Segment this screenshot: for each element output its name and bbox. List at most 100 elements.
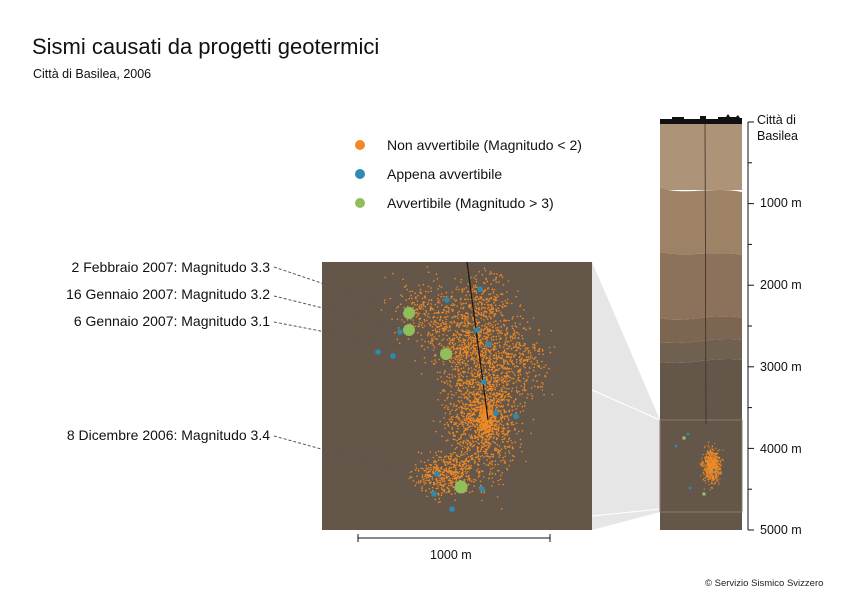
mini-seismic-dot bbox=[715, 475, 718, 477]
seismic-event-dot bbox=[516, 347, 518, 349]
seismic-event-dot bbox=[474, 284, 477, 287]
seismic-event-dot bbox=[541, 348, 544, 351]
seismic-event-dot bbox=[516, 432, 518, 435]
seismic-event-dot bbox=[485, 430, 488, 433]
mini-seismic-dot bbox=[719, 449, 721, 451]
seismic-event-dot bbox=[483, 456, 485, 458]
seismic-event-dot bbox=[452, 360, 455, 362]
seismic-event-dot bbox=[489, 310, 492, 313]
mini-seismic-dot bbox=[705, 453, 708, 455]
seismic-event-dot bbox=[456, 442, 459, 445]
seismic-event-dot bbox=[468, 409, 471, 412]
seismic-event-dot bbox=[471, 353, 474, 355]
mini-barely-felt bbox=[688, 486, 692, 490]
seismic-event-dot bbox=[488, 329, 490, 331]
seismic-event-dot bbox=[491, 404, 493, 407]
seismic-event-dot bbox=[452, 459, 455, 462]
seismic-event-dot bbox=[446, 325, 448, 328]
mini-seismic-dot bbox=[706, 465, 708, 467]
seismic-event-dot bbox=[440, 323, 442, 325]
seismic-event-dot bbox=[506, 383, 508, 385]
seismic-event-dot bbox=[422, 308, 424, 310]
seismic-event-dot bbox=[427, 334, 429, 337]
seismic-event-dot bbox=[465, 475, 468, 477]
seismic-event-dot bbox=[456, 361, 459, 363]
mini-seismic-dot bbox=[714, 459, 717, 461]
seismic-event-dot bbox=[467, 440, 470, 443]
seismic-event-dot bbox=[477, 438, 480, 441]
seismic-event-dot bbox=[502, 377, 505, 380]
seismic-event-dot bbox=[500, 352, 503, 354]
seismic-event-dot bbox=[410, 476, 413, 479]
seismic-event-dot bbox=[484, 409, 487, 412]
seismic-event-dot bbox=[457, 311, 459, 314]
mini-seismic-dot bbox=[712, 456, 714, 458]
seismic-event-dot bbox=[489, 312, 491, 315]
seismic-event-dot bbox=[505, 359, 507, 362]
seismic-event-dot bbox=[450, 339, 453, 342]
seismic-event-dot bbox=[483, 425, 486, 427]
seismic-event-dot bbox=[530, 354, 532, 357]
seismic-event-dot bbox=[427, 459, 430, 461]
seismic-event-dot bbox=[441, 311, 443, 314]
seismic-event-dot bbox=[461, 422, 464, 425]
seismic-event-dot bbox=[467, 404, 470, 407]
seismic-event-dot bbox=[487, 381, 489, 384]
seismic-event-dot bbox=[495, 276, 498, 279]
seismic-event-dot bbox=[458, 463, 461, 466]
seismic-event-dot bbox=[447, 423, 449, 426]
seismic-event-dot bbox=[476, 393, 479, 395]
seismic-event-dot bbox=[472, 382, 474, 385]
seismic-event-dot bbox=[467, 476, 470, 478]
seismic-event-dot bbox=[488, 388, 491, 391]
seismic-event-dot bbox=[473, 419, 476, 421]
seismic-event-dot bbox=[495, 376, 497, 379]
seismic-event-dot bbox=[498, 398, 500, 400]
seismic-event-dot bbox=[419, 481, 422, 483]
seismic-event-dot bbox=[483, 409, 486, 412]
seismic-event-dot bbox=[504, 320, 507, 322]
seismic-event-dot bbox=[435, 469, 438, 471]
seismic-event-dot bbox=[400, 294, 402, 296]
seismic-event-dot bbox=[460, 374, 463, 377]
seismic-event-dot bbox=[515, 331, 518, 334]
seismic-event-dot bbox=[454, 471, 457, 474]
seismic-event-dot bbox=[457, 368, 459, 370]
seismic-event-dot bbox=[435, 430, 437, 433]
seismic-event-dot bbox=[508, 371, 511, 373]
seismic-event-dot bbox=[456, 431, 459, 433]
seismic-event-dot bbox=[504, 415, 506, 418]
seismic-event-dot bbox=[470, 358, 473, 360]
annotation-leaders bbox=[273, 266, 457, 487]
seismic-event-dot bbox=[427, 285, 430, 288]
seismic-event-dot bbox=[426, 303, 429, 306]
seismic-event-dot bbox=[465, 457, 468, 460]
seismic-event-dot bbox=[461, 341, 464, 344]
seismic-event-dot bbox=[503, 409, 505, 411]
seismic-event-dot bbox=[447, 425, 450, 427]
seismic-event-dot bbox=[418, 482, 420, 484]
seismic-event-dot bbox=[429, 324, 432, 326]
seismic-event-dot bbox=[440, 479, 443, 481]
seismic-event-dot bbox=[443, 480, 445, 483]
mini-seismic-dot bbox=[705, 472, 707, 474]
seismic-event-dot bbox=[471, 408, 474, 411]
seismic-event-dot bbox=[527, 349, 530, 352]
seismic-event-dot bbox=[468, 336, 471, 339]
seismic-event-dot bbox=[538, 328, 540, 331]
seismic-event-dot bbox=[406, 288, 409, 291]
seismic-event-dot bbox=[526, 373, 529, 375]
seismic-event-dot bbox=[520, 357, 523, 360]
seismic-event-dot bbox=[482, 343, 485, 346]
seismic-event-dot bbox=[440, 344, 443, 347]
seismic-event-dot bbox=[493, 321, 495, 323]
seismic-event-dot bbox=[475, 307, 478, 310]
seismic-event-dot bbox=[486, 307, 489, 310]
seismic-event-dot bbox=[453, 348, 456, 350]
mini-seismic-dot bbox=[708, 455, 710, 457]
seismic-event-dot bbox=[454, 466, 457, 469]
mini-seismic-dot bbox=[717, 469, 719, 471]
seismic-event-dot bbox=[482, 395, 484, 398]
seismic-event-dot bbox=[551, 393, 553, 396]
seismic-event-dot bbox=[454, 470, 457, 473]
